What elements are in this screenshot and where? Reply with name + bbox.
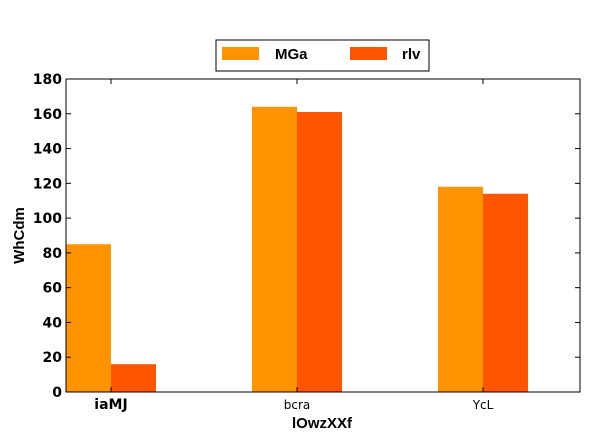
bar-MGa-YcL [438, 186, 483, 392]
legend-label-MGa: MGa [275, 46, 308, 63]
ytick-label: 160 [33, 107, 62, 123]
bar-rlv-YcL [483, 193, 528, 392]
bar-MGa-iaMJ [66, 244, 111, 392]
ytick-label: 180 [33, 72, 62, 88]
bars-layer [66, 106, 528, 393]
ytick-label: 140 [33, 142, 62, 158]
legend-label-rlv: rlv [402, 46, 421, 63]
xtick-label-YcL: YcL [472, 398, 494, 412]
ytick-label: 0 [52, 385, 62, 401]
bar-rlv-iaMJ [111, 364, 156, 392]
xtick-label-iaMJ: iaMJ [94, 397, 127, 413]
xtick-label-bcra: bcra [284, 398, 311, 412]
ytick-label: 60 [43, 281, 63, 297]
ytick-label: 80 [43, 246, 63, 262]
ytick-label: 20 [43, 350, 63, 366]
bar-MGa-bcra [252, 106, 297, 393]
legend-swatch-rlv [350, 47, 387, 60]
x-axis-title: lOwzXXf [292, 415, 353, 432]
y-axis-title: WhCdm [11, 207, 28, 264]
ytick-label: 100 [33, 211, 62, 227]
ticks-layer: 0 20 40 60 80 100 120 140 160 180 iaMJ bcra YcL [33, 72, 580, 413]
legend: MGa rlv [215, 39, 430, 72]
plot-area [65, 78, 581, 393]
bar-rlv-bcra [297, 112, 342, 393]
ytick-label: 40 [43, 315, 63, 331]
ytick-label: 120 [33, 176, 62, 192]
legend-swatch-MGa [222, 47, 259, 60]
